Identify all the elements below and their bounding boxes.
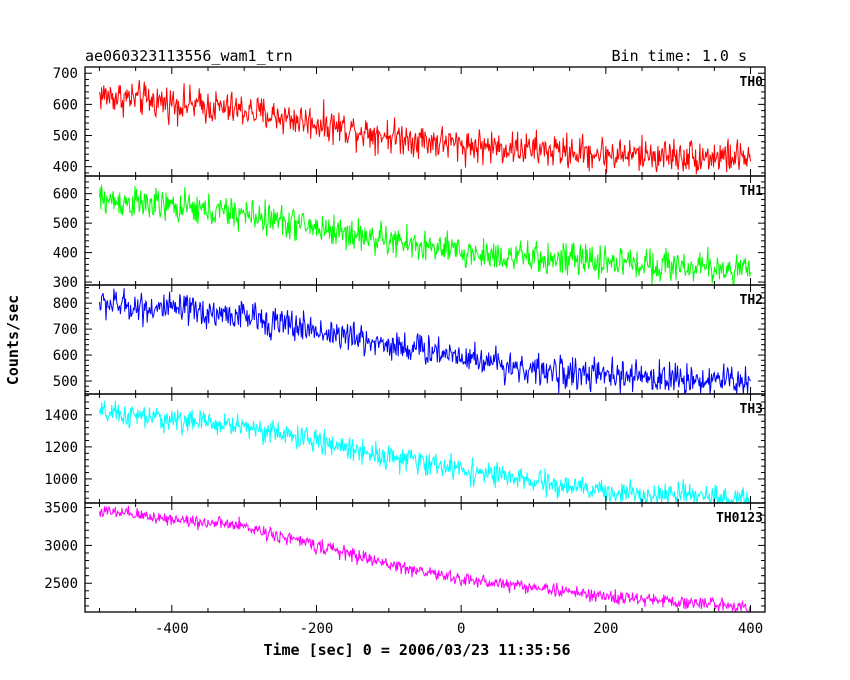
y-tick-label: 400	[53, 246, 78, 262]
y-tick-label: 700	[53, 66, 78, 82]
y-tick-label: 700	[53, 322, 78, 338]
y-tick-label: 300	[53, 275, 78, 291]
x-axis-label: Time [sec] 0 = 2006/03/23 11:35:56	[263, 641, 570, 659]
panel-th1: 300 400 500 600 TH1	[53, 175, 766, 291]
bin-time-label: Bin time: 1.0 s	[612, 47, 747, 65]
series-line-th3	[99, 400, 751, 505]
y-tick-label: 3000	[44, 538, 78, 554]
chart-title: ae060323113556_wam1_trn	[85, 47, 293, 65]
panel-label: TH3	[740, 402, 763, 417]
panel-frame	[84, 175, 766, 286]
x-tick-label: -200	[300, 621, 334, 637]
series-line-th0	[99, 80, 751, 175]
y-tick-label: 500	[53, 129, 78, 145]
y-tick-label: 600	[53, 97, 78, 113]
panel-th2: 500 600 700 800 TH2	[53, 284, 766, 395]
panel-th3: 1000 1200 1400 TH3	[44, 393, 766, 505]
panel-label: TH0	[740, 75, 764, 90]
x-tick-label: 400	[738, 621, 763, 637]
x-tick-label: -400	[155, 621, 189, 637]
y-axis-label: Counts/sec	[4, 295, 22, 385]
panel-label: TH0123	[716, 511, 763, 526]
panel-frame	[84, 393, 766, 504]
y-tick-label: 3500	[44, 501, 78, 517]
x-tick-label: 0	[457, 621, 465, 637]
y-tick-label: 800	[53, 296, 78, 312]
y-tick-label: 2500	[44, 576, 78, 592]
y-tick-label: 500	[53, 374, 78, 390]
series-line-th2	[99, 288, 751, 395]
y-tick-label: 1400	[44, 408, 78, 424]
y-tick-label: 500	[53, 216, 78, 232]
panels-group: 400 500 600 700 TH0 300 400 500 600 TH1 500 600 700 8…	[44, 66, 766, 613]
panel-label: TH1	[740, 184, 764, 199]
y-tick-label: 600	[53, 348, 78, 364]
panel-th0123: 2500 3000 3500 TH0123	[44, 501, 766, 613]
series-line-th1	[99, 184, 751, 286]
panel-th0: 400 500 600 700 TH0	[53, 66, 766, 177]
y-tick-label: 1200	[44, 440, 78, 456]
series-line-th0123	[99, 505, 751, 613]
y-tick-label: 1000	[44, 472, 78, 488]
x-tick-label: 200	[593, 621, 618, 637]
y-tick-label: 400	[53, 160, 78, 176]
x-axis: -400 -200 0 200 400	[155, 621, 763, 637]
y-tick-label: 600	[53, 187, 78, 203]
panel-label: TH2	[740, 293, 763, 308]
